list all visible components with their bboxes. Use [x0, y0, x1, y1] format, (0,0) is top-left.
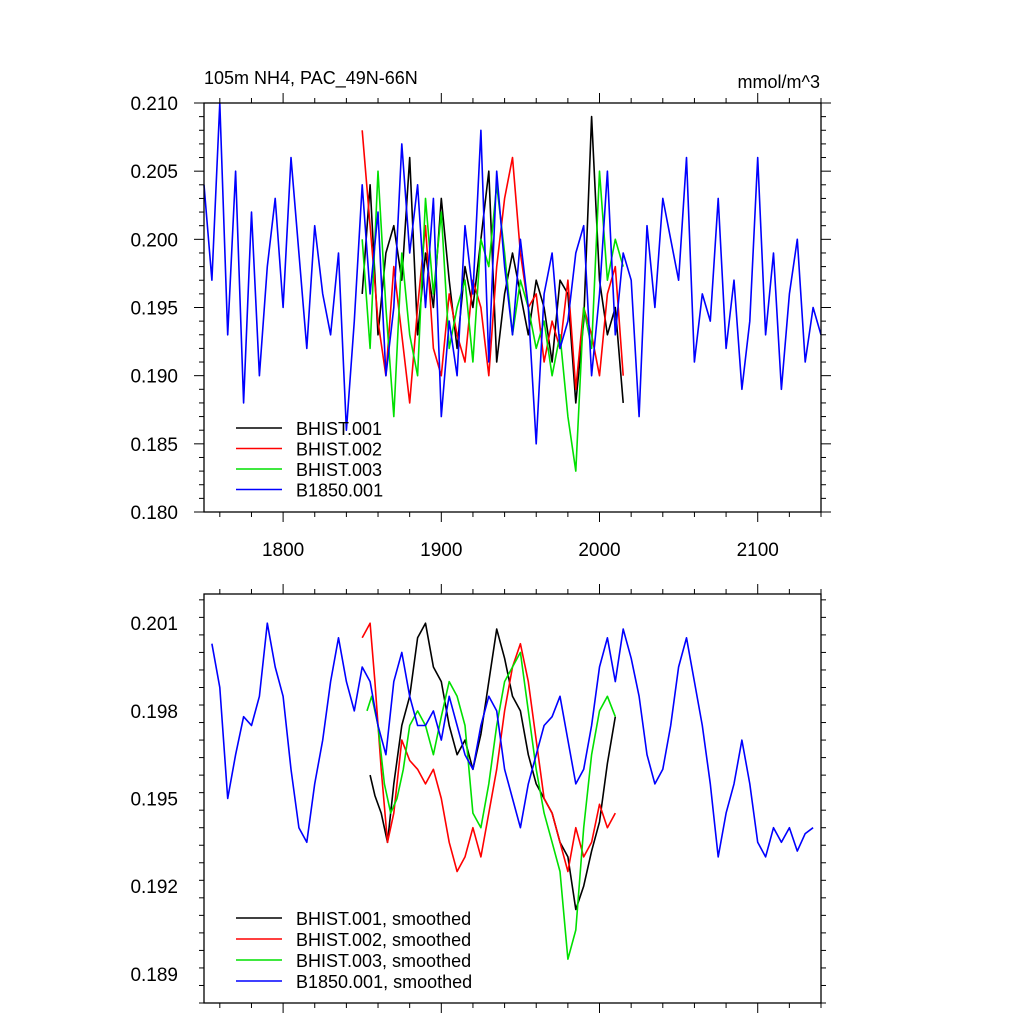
top-x-tick-label: 1900: [420, 540, 462, 561]
top-y-tick-label: 0.200: [130, 230, 178, 251]
bottom-y-tick-label: 0.192: [130, 877, 178, 898]
top-y-tick-label: 0.190: [130, 367, 178, 388]
bottom-y-tick-label: 0.195: [130, 790, 178, 811]
top-legend-label: BHIST.001: [296, 419, 382, 439]
top-legend-label: BHIST.002: [296, 440, 382, 460]
bottom-series-line-4: [211, 622, 814, 858]
bottom-axis-ticks: 0.189 0.192 0.195 0.198 0.201: [130, 584, 826, 1013]
top-y-tick-label: 0.205: [130, 162, 178, 183]
bottom-legend-label: BHIST.002, smoothed: [296, 930, 471, 950]
top-x-tick-label: 2000: [578, 540, 620, 561]
top-y-tick-label: 0.210: [130, 94, 178, 115]
bottom-series-group: [211, 622, 814, 961]
top-legend-label: BHIST.003: [296, 460, 382, 480]
bottom-legend-label: BHIST.003, smoothed: [296, 951, 471, 971]
bottom-series-line-3: [366, 651, 617, 961]
top-y-tick-label: 0.180: [130, 503, 178, 524]
bottom-y-tick-label: 0.201: [130, 614, 178, 635]
top-y-tick-label: 0.195: [130, 299, 178, 320]
top-series-line-4: [203, 102, 822, 445]
top-x-tick-label: 2100: [737, 540, 779, 561]
bottom-series-line-2: [361, 622, 617, 873]
bottom-series-line-1: [369, 622, 617, 911]
bottom-legend-label: BHIST.001, smoothed: [296, 909, 471, 929]
bottom-panel: 0.189 0.192 0.195 0.198 0.201 BHIST.001, smo…: [130, 584, 826, 1013]
top-x-tick-label: 1800: [262, 540, 304, 561]
top-chart-title: 105m NH4, PAC_49N-66N: [204, 68, 418, 89]
bottom-y-tick-label: 0.189: [130, 965, 178, 986]
top-panel: 105m NH4, PAC_49N-66N mmol/m^3 1800 1900 2…: [130, 68, 831, 561]
bottom-y-tick-label: 0.198: [130, 702, 178, 723]
top-axis-ticks: 1800 1900 2000 2100 0.180 0.185 0.190 0.195 0.20…: [130, 93, 831, 561]
top-legend-label: B1850.001: [296, 481, 383, 501]
top-series-group: [203, 102, 822, 472]
top-series-line-3: [361, 170, 624, 472]
bottom-legend-label: B1850.001, smoothed: [296, 972, 472, 992]
top-chart-units: mmol/m^3: [738, 72, 820, 92]
bottom-plot-frame: [203, 593, 822, 1004]
top-y-tick-label: 0.185: [130, 435, 178, 456]
top-series-line-2: [361, 130, 624, 404]
